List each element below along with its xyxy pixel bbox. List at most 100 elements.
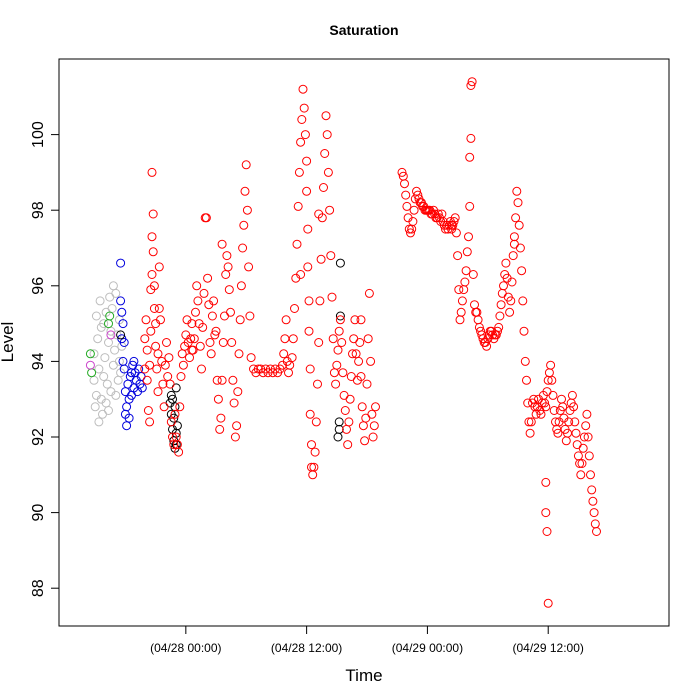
data-point	[122, 421, 132, 431]
data-point	[232, 421, 242, 431]
data-point	[326, 251, 336, 261]
data-point	[315, 296, 325, 306]
data-point	[227, 338, 237, 347]
data-point	[244, 262, 254, 272]
data-point	[404, 224, 414, 234]
data-point	[193, 296, 203, 306]
data-point	[513, 198, 523, 208]
data-point	[174, 447, 184, 457]
data-point	[462, 247, 472, 257]
data-point	[358, 421, 368, 431]
data-point	[170, 409, 180, 419]
data-point	[151, 341, 161, 351]
data-point	[206, 349, 216, 359]
data-point	[332, 360, 342, 370]
data-point	[292, 239, 302, 249]
data-point	[304, 326, 314, 336]
data-point	[455, 315, 465, 325]
data-point	[569, 402, 579, 412]
data-point	[240, 186, 250, 196]
data-point	[106, 330, 116, 340]
data-point	[499, 281, 508, 291]
data-point	[573, 451, 583, 461]
data-point	[152, 364, 162, 374]
data-point	[235, 315, 245, 325]
data-point	[514, 220, 524, 230]
data-point	[542, 527, 552, 536]
chart-title: Saturation	[329, 22, 398, 38]
data-point	[175, 402, 185, 412]
data-point	[205, 338, 215, 347]
data-point	[143, 406, 153, 415]
data-point	[321, 111, 331, 121]
data-point	[220, 311, 229, 321]
data-point	[335, 258, 345, 268]
data-point	[164, 353, 174, 363]
data-point	[114, 356, 124, 366]
data-point	[104, 319, 113, 329]
data-point	[305, 364, 315, 374]
data-point	[557, 394, 566, 404]
data-point	[541, 402, 551, 412]
data-point	[147, 167, 157, 177]
data-point	[116, 258, 126, 268]
plot-frame	[58, 58, 670, 627]
data-point	[234, 349, 244, 359]
data-point	[456, 307, 466, 317]
data-point	[408, 217, 418, 226]
data-point	[99, 319, 109, 329]
data-point	[453, 251, 463, 261]
data-point	[153, 349, 163, 359]
data-point	[199, 288, 209, 298]
data-point	[153, 387, 163, 397]
data-point	[210, 330, 220, 340]
data-point	[356, 372, 366, 381]
data-point	[558, 402, 568, 412]
data-point	[541, 508, 551, 518]
data-point	[523, 398, 533, 408]
data-point	[465, 201, 475, 211]
data-point	[222, 251, 232, 261]
data-point	[154, 262, 164, 272]
data-point	[459, 285, 469, 295]
data-point	[217, 239, 227, 249]
data-point	[335, 311, 345, 321]
data-point	[93, 334, 103, 344]
data-point	[349, 334, 359, 344]
data-point	[467, 77, 477, 87]
data-point	[148, 247, 158, 257]
data-point	[576, 470, 586, 480]
y-axis-title: Level	[0, 322, 17, 363]
data-point	[195, 341, 205, 351]
data-point	[221, 270, 231, 279]
data-point	[123, 379, 133, 389]
data-point	[325, 205, 335, 215]
data-point	[95, 296, 105, 306]
data-point	[355, 338, 365, 347]
data-point	[118, 319, 128, 329]
data-point	[473, 315, 483, 325]
data-point	[334, 417, 344, 427]
data-point	[409, 205, 419, 215]
data-point	[307, 440, 316, 450]
data-point	[156, 315, 165, 325]
data-point	[298, 84, 308, 94]
data-point	[113, 375, 123, 385]
data-point	[361, 413, 371, 423]
data-point	[146, 326, 156, 336]
data-point	[187, 319, 197, 329]
data-point	[518, 296, 528, 306]
data-point	[515, 243, 525, 253]
data-point	[176, 372, 186, 381]
data-point	[215, 424, 225, 434]
data-point	[579, 432, 589, 442]
data-point	[567, 390, 577, 400]
data-point	[236, 281, 246, 291]
data-point	[519, 326, 529, 336]
data-point	[466, 81, 476, 90]
data-point	[99, 372, 109, 381]
data-point	[572, 440, 582, 450]
data-point	[526, 417, 536, 427]
data-point	[218, 338, 228, 347]
data-point	[293, 201, 303, 211]
